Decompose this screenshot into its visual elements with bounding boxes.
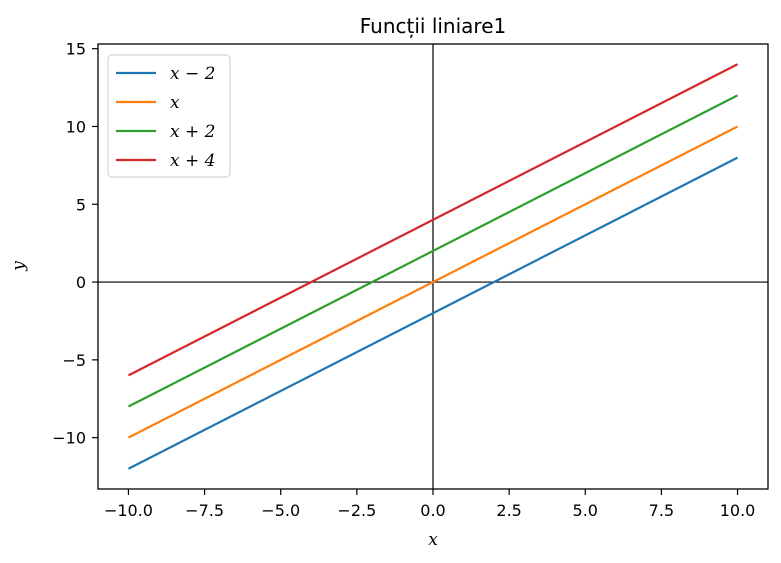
x-tick-label: 10.0 [720, 501, 756, 520]
series-line-1 [127, 125, 739, 439]
x-tick-label: 2.5 [496, 501, 521, 520]
y-tick-label: 0 [76, 273, 86, 292]
x-tick-label: −10.0 [104, 501, 153, 520]
legend: x − 2 x x + 2 x + 4 [107, 54, 231, 178]
y-tick-label: −10 [52, 429, 86, 448]
legend-label-3: x + 4 [170, 151, 215, 171]
legend-box [107, 54, 231, 178]
series-line-3 [127, 63, 739, 377]
x-tick-label: 5.0 [573, 501, 598, 520]
x-tick-label: 0.0 [420, 501, 445, 520]
x-tick-label: −2.5 [337, 501, 376, 520]
legend-label-0: x − 2 [170, 64, 215, 84]
y-tick-label: 15 [66, 40, 86, 59]
legend-label-1: x [170, 93, 180, 113]
y-tick-label: −5 [62, 351, 86, 370]
y-tick-label: 5 [76, 195, 86, 214]
x-tick-label: −5.0 [261, 501, 300, 520]
x-axis-ticks: −10.0 −7.5 −5.0 −2.5 0.0 2.5 5.0 7.5 10.0 [104, 489, 755, 520]
plot-area [98, 44, 768, 489]
x-tick-label: −7.5 [185, 501, 224, 520]
y-axis-label: y [9, 261, 29, 272]
legend-label-2: x + 2 [170, 122, 215, 142]
series-line-2 [127, 94, 739, 408]
x-axis-label: x [428, 530, 438, 550]
x-tick-label: 7.5 [649, 501, 674, 520]
y-tick-label: 10 [66, 117, 86, 136]
y-axis-ticks: −10 −5 0 5 10 15 [52, 40, 98, 448]
series-line-0 [127, 156, 739, 470]
chart-title: Funcții liniare1 [360, 14, 506, 38]
